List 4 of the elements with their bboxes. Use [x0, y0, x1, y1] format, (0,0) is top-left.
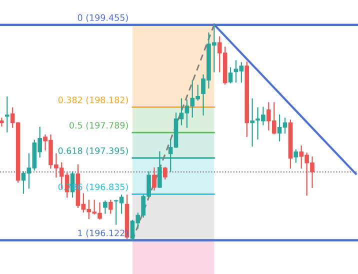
ref-line-label: 0.382 (198.182): [58, 96, 128, 104]
ref-line-label: 0.5 (197.789): [70, 122, 128, 130]
ref-line-label: 0 (199.455): [78, 14, 128, 22]
ref-line-label: 0.618 (197.395): [58, 147, 128, 156]
